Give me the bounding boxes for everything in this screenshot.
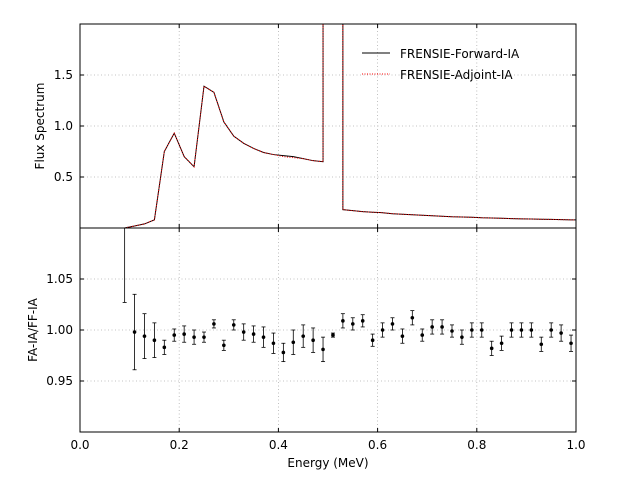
data-point: [410, 315, 415, 320]
data-point: [162, 345, 167, 350]
x-tick-label: 1.0: [566, 438, 585, 452]
data-point: [152, 338, 157, 343]
data-point: [291, 340, 296, 345]
top-panel: 0.5 1.0 1.5: [54, 23, 577, 229]
y-tick-label: 1.05: [46, 272, 73, 286]
data-point: [351, 322, 355, 326]
x-axis-label: Energy (MeV): [287, 456, 368, 470]
data-point: [420, 333, 425, 337]
data-point: [142, 334, 147, 338]
bottom-plot-frame: [79, 227, 577, 433]
data-point: [390, 322, 395, 326]
data-point: [222, 343, 226, 348]
legend-label-forward: FRENSIE-Forward-IA: [400, 47, 520, 61]
data-point: [281, 350, 286, 355]
data-point: [172, 333, 177, 337]
data-point: [549, 328, 553, 332]
data-point: [380, 328, 385, 332]
x-tick-label: 0.6: [368, 438, 387, 452]
data-point: [202, 335, 206, 339]
data-point: [440, 325, 444, 329]
x-axis: 0.0 0.2 0.4 0.6 0.8 1.0: [70, 438, 585, 452]
bottom-y-axis-label: FA-IA/FF-IA: [26, 297, 40, 362]
data-point: [400, 334, 405, 338]
data-point: [499, 341, 504, 346]
data-point: [301, 334, 306, 338]
x-tick-label: 0.0: [70, 438, 89, 452]
data-point: [479, 328, 484, 332]
data-point: [539, 342, 544, 347]
data-point: [509, 328, 514, 332]
data-point: [241, 330, 246, 334]
legend: FRENSIE-Forward-IA FRENSIE-Adjoint-IA: [362, 47, 520, 82]
data-point: [182, 332, 186, 336]
data-point: [212, 322, 216, 326]
data-point: [559, 331, 563, 335]
bottom-panel: 0.95 1.00 1.05: [46, 227, 577, 433]
data-point: [360, 319, 365, 323]
data-point: [470, 328, 474, 332]
top-y-axis-label: Flux Spectrum: [33, 83, 47, 170]
legend-label-adjoint: FRENSIE-Adjoint-IA: [400, 68, 513, 82]
x-tick-label: 0.2: [170, 438, 189, 452]
series-line-forward: [124, 24, 576, 228]
y-tick-label: 1.5: [54, 68, 73, 82]
data-point: [460, 335, 464, 339]
data-point: [341, 319, 345, 323]
y-tick-label: 1.0: [54, 119, 73, 133]
data-point: [331, 333, 335, 337]
data-point: [231, 323, 236, 327]
y-tick-label: 0.5: [54, 170, 73, 184]
data-point: [271, 341, 276, 346]
data-point: [489, 346, 494, 351]
data-point: [519, 328, 524, 332]
data-point: [261, 335, 266, 339]
data-point: [321, 347, 325, 352]
data-point: [192, 335, 196, 339]
y-tick-label: 0.95: [46, 374, 73, 388]
data-point: [569, 341, 573, 346]
data-point: [132, 330, 137, 334]
data-point: [251, 332, 256, 336]
data-point: [450, 329, 454, 333]
data-point: [430, 325, 434, 329]
x-tick-label: 0.8: [467, 438, 486, 452]
x-tick-label: 0.4: [269, 438, 288, 452]
data-point: [529, 328, 534, 332]
data-point: [311, 338, 315, 343]
data-point: [370, 338, 375, 343]
y-tick-label: 1.00: [46, 323, 73, 337]
